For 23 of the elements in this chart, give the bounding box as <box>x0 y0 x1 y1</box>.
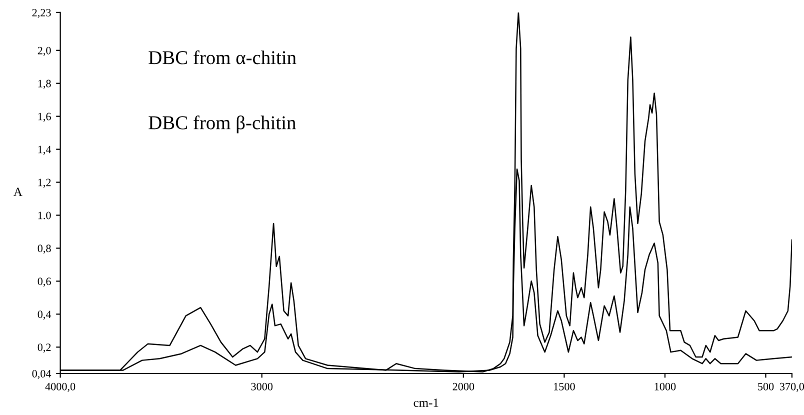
x-tick-label: 4000,0 <box>45 382 76 392</box>
x-tick-label: 1000 <box>654 382 676 390</box>
x-axis-title: cm-1 <box>414 398 438 407</box>
y-tick-label: 2,0 <box>38 46 51 56</box>
x-tick-label: 1500 <box>554 382 575 390</box>
x-tick-label: 500 <box>758 382 774 390</box>
x-tick-label: 2000 <box>452 382 474 390</box>
y-tick-label: 1.0 <box>38 212 51 220</box>
y-tick-label: 1,2 <box>38 178 51 188</box>
annotation: DBC from α-chitin <box>148 50 296 64</box>
y-axis-title: A <box>14 188 22 196</box>
y-tick-label: 1,8 <box>38 80 51 89</box>
x-tick-label: 370,0 <box>780 382 804 392</box>
y-tick-label: 0,2 <box>38 344 51 353</box>
annotation: DBC from β-chitin <box>148 115 296 134</box>
y-tick-label: 0,04 <box>32 370 52 380</box>
y-tick-label: 0,4 <box>38 310 52 320</box>
y-tick-label: 1,4 <box>38 146 52 155</box>
y-tick-label: 0,6 <box>38 278 51 287</box>
y-tick-label: 1,6 <box>38 112 51 122</box>
x-tick-label: 3000 <box>251 382 273 390</box>
y-tick-label: 0,8 <box>38 244 51 254</box>
y-tick-label: 2,23 <box>32 8 51 18</box>
